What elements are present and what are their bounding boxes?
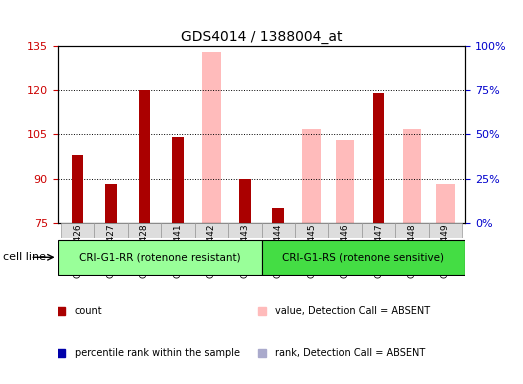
Bar — [228, 223, 262, 238]
Text: cell line: cell line — [3, 252, 46, 262]
Text: percentile rank within the sample: percentile rank within the sample — [74, 348, 240, 358]
Bar — [262, 223, 295, 238]
Text: GSM498447: GSM498447 — [374, 223, 383, 278]
Text: GSM498446: GSM498446 — [340, 223, 349, 278]
Text: GSM498445: GSM498445 — [307, 223, 316, 278]
Text: GSM498427: GSM498427 — [107, 223, 116, 278]
Bar — [61, 223, 94, 238]
Text: GSM498441: GSM498441 — [174, 223, 183, 278]
Bar — [395, 223, 429, 238]
Bar — [403, 129, 421, 223]
Bar — [373, 93, 384, 223]
Bar — [195, 223, 228, 238]
Text: GSM498428: GSM498428 — [140, 223, 149, 278]
Bar — [202, 52, 221, 223]
Bar — [436, 184, 454, 223]
Bar — [72, 155, 84, 223]
Bar — [302, 129, 321, 223]
Text: GSM498449: GSM498449 — [441, 223, 450, 278]
Title: GDS4014 / 1388004_at: GDS4014 / 1388004_at — [181, 30, 342, 44]
Bar — [295, 223, 328, 238]
Text: CRI-G1-RS (rotenone sensitive): CRI-G1-RS (rotenone sensitive) — [282, 252, 445, 262]
Text: value, Detection Call = ABSENT: value, Detection Call = ABSENT — [275, 306, 430, 316]
Bar — [336, 140, 354, 223]
Bar — [94, 223, 128, 238]
Bar — [58, 240, 262, 275]
Bar — [328, 223, 362, 238]
Bar — [429, 223, 462, 238]
Text: GSM498443: GSM498443 — [240, 223, 249, 278]
Bar — [128, 223, 161, 238]
Bar — [105, 184, 117, 223]
Text: GSM498448: GSM498448 — [407, 223, 416, 278]
Text: GSM498426: GSM498426 — [73, 223, 82, 278]
Text: GSM498444: GSM498444 — [274, 223, 283, 278]
Bar — [262, 240, 465, 275]
Text: CRI-G1-RR (rotenone resistant): CRI-G1-RR (rotenone resistant) — [78, 252, 241, 262]
Bar — [172, 137, 184, 223]
Bar — [362, 223, 395, 238]
Text: GSM498442: GSM498442 — [207, 223, 216, 278]
Bar — [239, 179, 251, 223]
Bar — [272, 208, 284, 223]
Bar — [139, 90, 150, 223]
Text: count: count — [74, 306, 102, 316]
Text: rank, Detection Call = ABSENT: rank, Detection Call = ABSENT — [275, 348, 425, 358]
Bar — [161, 223, 195, 238]
